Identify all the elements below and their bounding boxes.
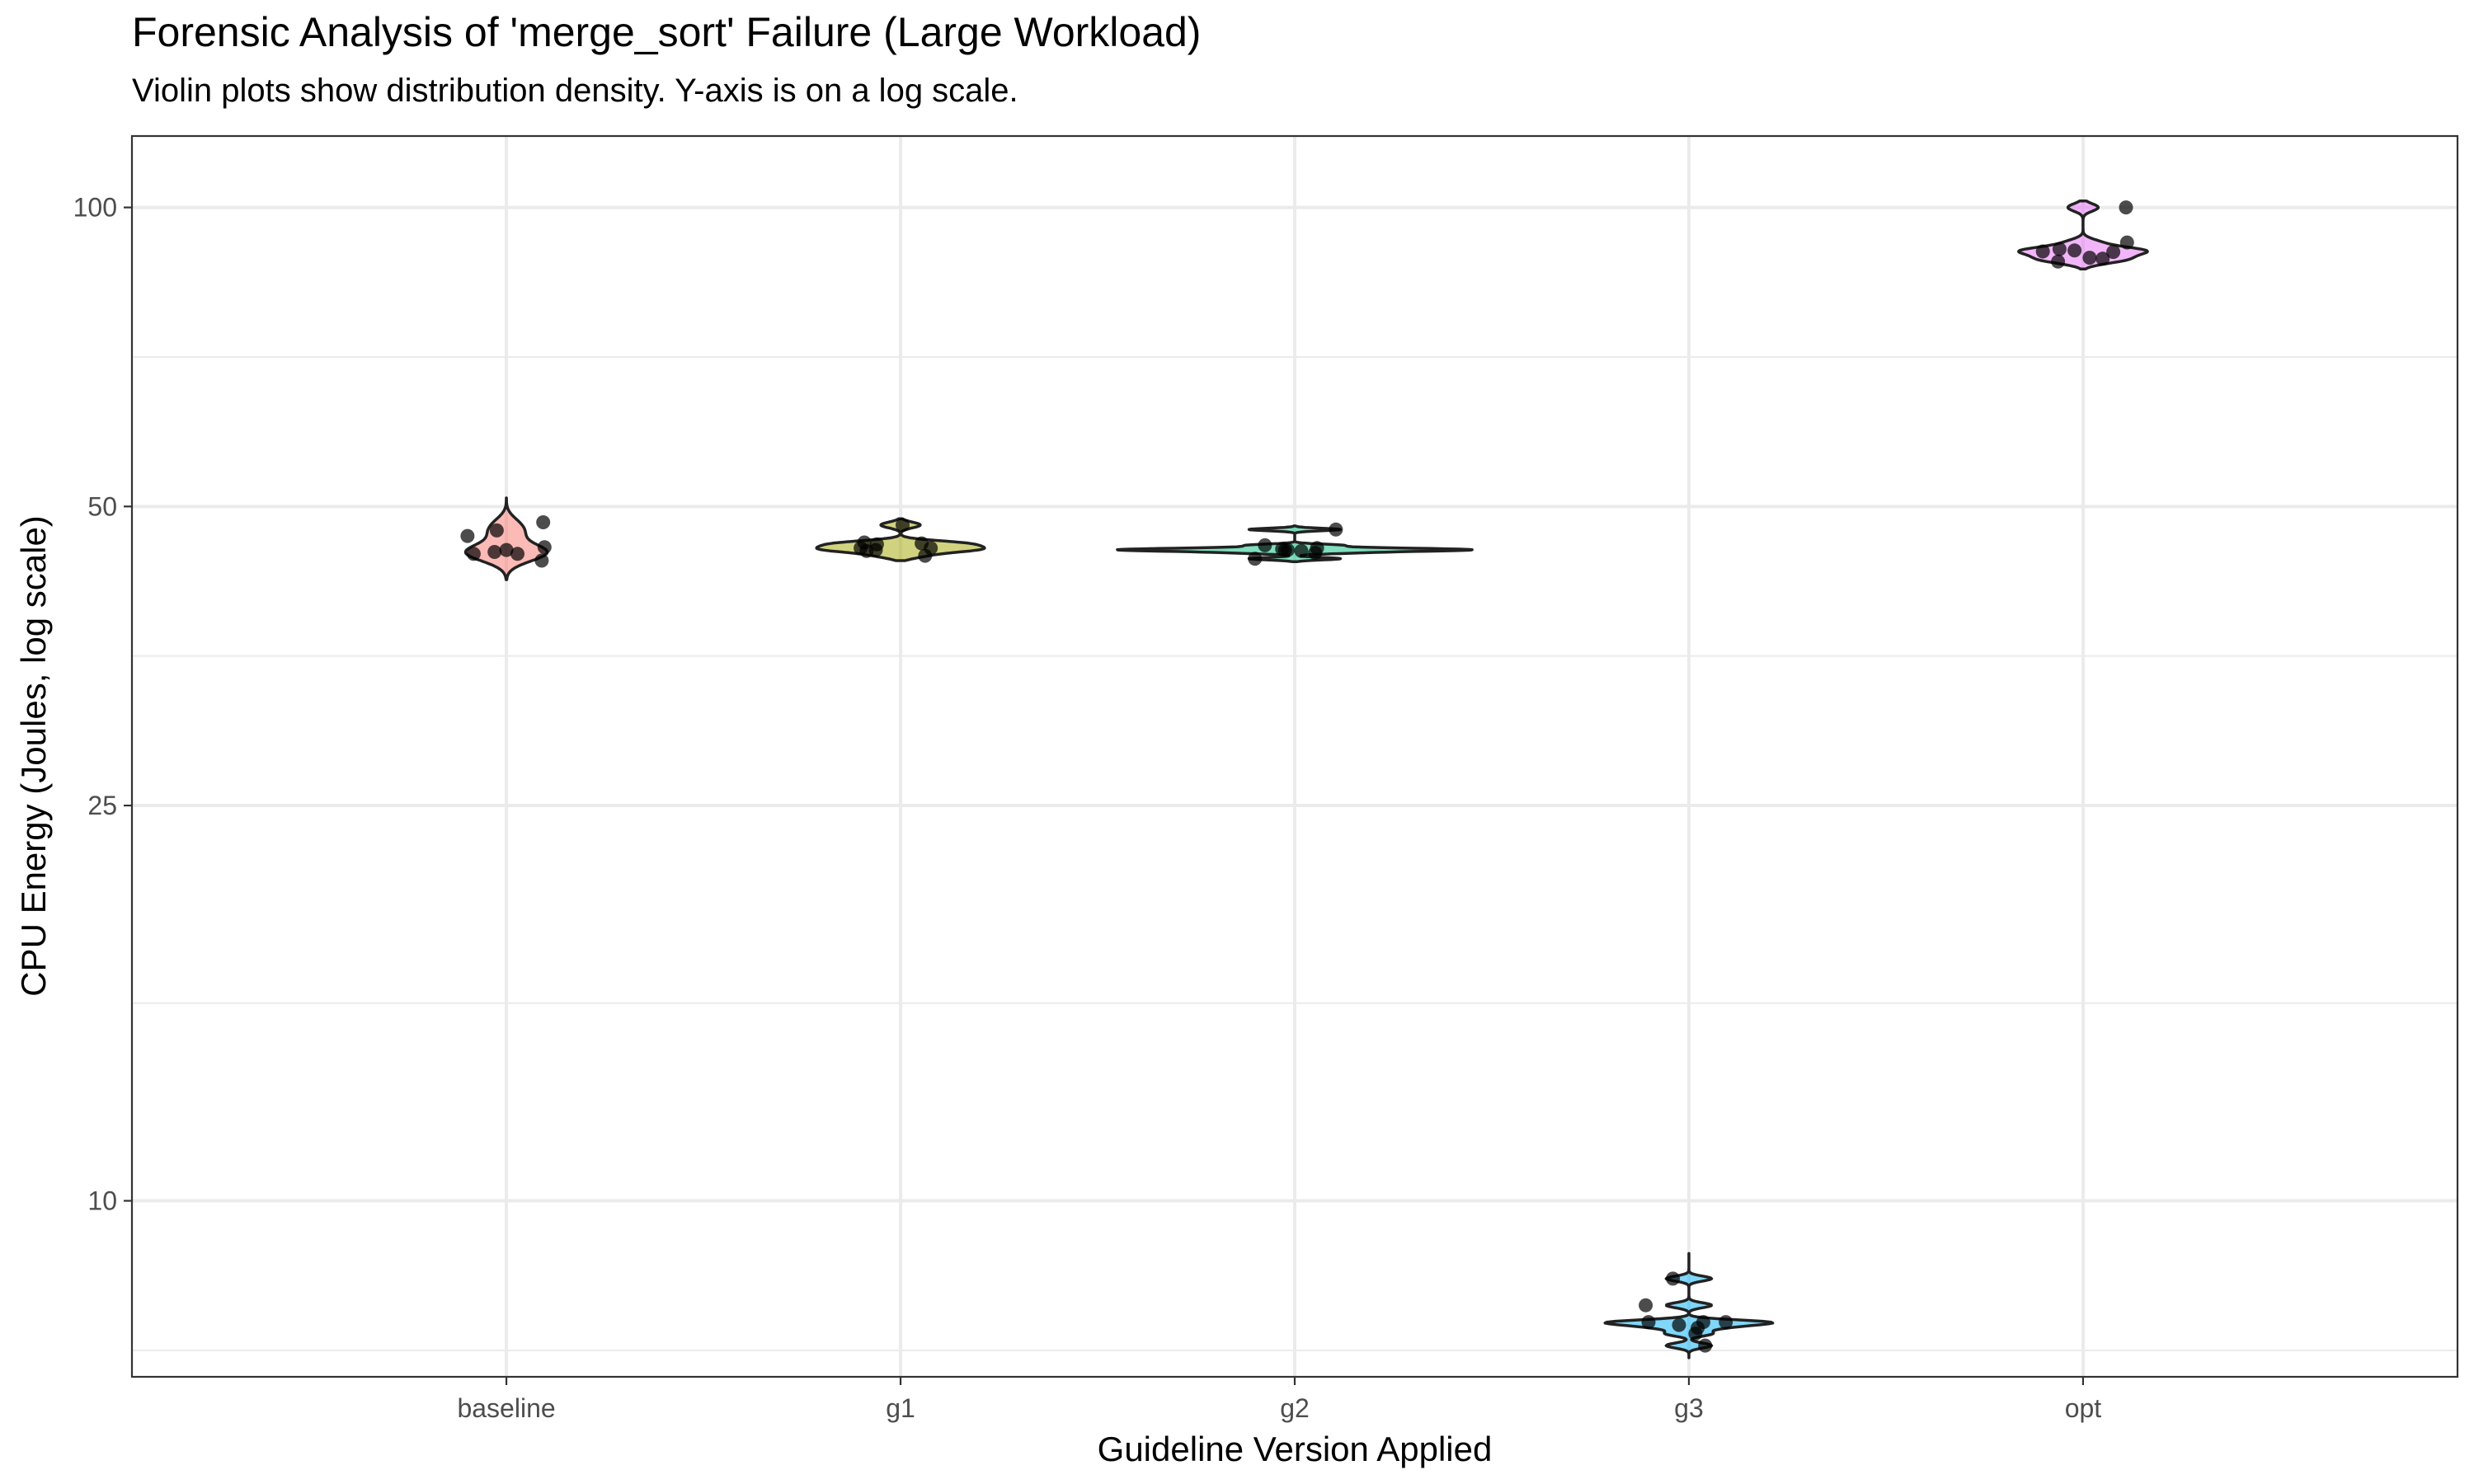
data-point-baseline: [466, 547, 481, 561]
data-point-opt: [2119, 235, 2134, 250]
y-tick-label: 50: [87, 491, 117, 521]
data-point-baseline: [499, 542, 514, 557]
data-point-g3: [1672, 1317, 1686, 1332]
violin-g3: [1603, 1252, 1775, 1360]
data-point-g3: [1639, 1298, 1653, 1313]
data-point-g2: [1308, 546, 1323, 561]
x-tick-label: baseline: [457, 1393, 555, 1423]
data-point-g2: [1248, 552, 1263, 566]
data-point-g1: [868, 542, 883, 557]
data-point-g2: [1329, 522, 1343, 537]
x-tick-label: g3: [1674, 1393, 1704, 1423]
data-point-opt: [2035, 244, 2050, 259]
data-point-g2: [1294, 543, 1309, 558]
tick-layer: 10 25 50 100 baseline g1 g2 g3 opt: [73, 193, 2102, 1423]
data-point-opt: [2082, 251, 2097, 265]
data-point-opt: [2106, 245, 2121, 260]
data-point-g3: [1688, 1327, 1703, 1341]
data-point-g2: [1281, 542, 1295, 557]
data-point-baseline: [534, 553, 549, 568]
data-point-baseline: [489, 523, 504, 538]
data-point-g3: [1719, 1315, 1733, 1330]
data-point-baseline: [510, 547, 524, 561]
chart-title: Forensic Analysis of 'merge_sort' Failur…: [132, 9, 1202, 55]
x-tick-label: g1: [886, 1393, 915, 1423]
data-point-baseline: [460, 528, 475, 543]
grid-layer: [132, 136, 2458, 1377]
data-point-opt: [2067, 243, 2082, 258]
data-point-g3: [1666, 1271, 1681, 1286]
data-point-baseline: [487, 545, 502, 559]
x-tick-label: opt: [2065, 1393, 2102, 1423]
data-point-opt: [2052, 242, 2067, 256]
data-point-g1: [896, 518, 910, 533]
violin-layer: [463, 200, 2149, 1360]
data-point-g3: [1698, 1338, 1713, 1353]
x-axis-label: Guideline Version Applied: [1098, 1430, 1493, 1468]
y-axis-label: CPU Energy (Joules, log scale): [14, 515, 53, 997]
data-point-baseline: [537, 540, 552, 555]
data-point-baseline: [536, 515, 551, 529]
data-point-g2: [1258, 538, 1272, 552]
violin-baseline: [463, 496, 549, 581]
data-point-g3: [1696, 1315, 1710, 1330]
y-tick-label: 10: [87, 1186, 117, 1216]
data-point-opt: [2095, 251, 2110, 266]
x-tick-label: g2: [1280, 1393, 1310, 1423]
y-tick-label: 100: [73, 193, 117, 223]
chart-subtitle: Violin plots show distribution density. …: [132, 73, 1018, 109]
data-point-g1: [918, 548, 933, 563]
data-point-g3: [1641, 1315, 1656, 1330]
violin-g2: [1116, 524, 1474, 563]
data-point-opt: [2119, 200, 2133, 215]
y-tick-label: 25: [87, 791, 117, 820]
data-point-g1: [857, 535, 872, 550]
data-point-opt: [2051, 254, 2066, 269]
data-point-g1: [915, 536, 929, 551]
point-layer: [460, 200, 2134, 1353]
